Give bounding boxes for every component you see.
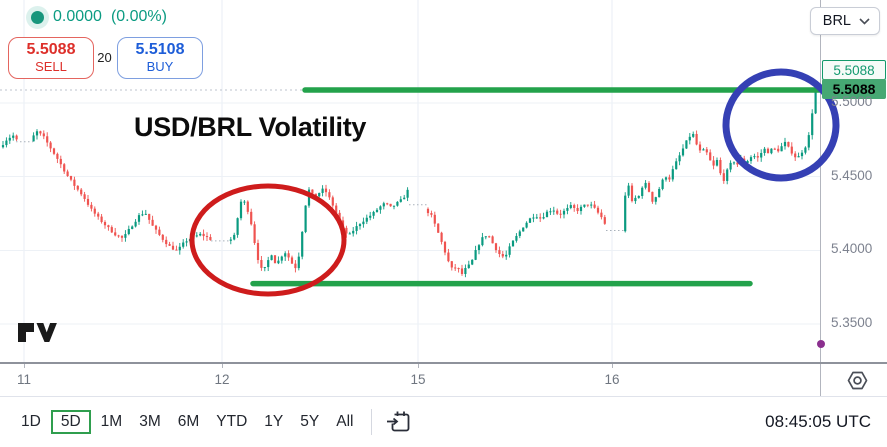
calendar-arrow-icon bbox=[387, 411, 410, 432]
time-tick-label: 12 bbox=[214, 372, 230, 387]
time-tick-label: 11 bbox=[16, 372, 31, 387]
buy-label: BUY bbox=[146, 58, 174, 74]
price-change-value: 0.0000 bbox=[53, 8, 102, 25]
range-toolbar: 1D 5D 1M 3M 6M YTD 1Y 5Y All 08:45:05 UTC bbox=[0, 397, 887, 447]
blue-ellipse-annotation bbox=[722, 68, 840, 182]
price-tick-label: 5.4000 bbox=[831, 241, 873, 257]
range-buttons: 1D 5D 1M 3M 6M YTD 1Y 5Y All bbox=[14, 410, 363, 434]
chevron-down-icon bbox=[859, 17, 870, 25]
range-button-1m[interactable]: 1M bbox=[94, 410, 130, 434]
range-button-1d[interactable]: 1D bbox=[14, 410, 48, 434]
time-tick-mark bbox=[24, 364, 25, 368]
chart-title-watermark: USD/BRL Volatility bbox=[134, 112, 367, 142]
sell-price: 5.5088 bbox=[26, 41, 76, 59]
buy-button[interactable]: 5.5108 BUY bbox=[117, 37, 203, 79]
last-price-tag: 5.5088 bbox=[822, 79, 886, 99]
go-to-date-button[interactable] bbox=[383, 407, 413, 437]
market-status: 0.0000 (0.00%) bbox=[31, 8, 167, 26]
tradingview-logo-icon bbox=[18, 323, 57, 342]
buy-price: 5.5108 bbox=[135, 41, 185, 59]
range-button-3m[interactable]: 3M bbox=[132, 410, 168, 434]
time-tick-mark bbox=[612, 364, 613, 368]
settings-nut-icon[interactable] bbox=[846, 369, 869, 397]
time-tick-mark bbox=[418, 364, 419, 368]
time-tick-label: 16 bbox=[604, 372, 620, 387]
time-tick-label: 15 bbox=[410, 372, 426, 387]
range-button-6m[interactable]: 6M bbox=[171, 410, 207, 434]
price-tick-label: 5.4500 bbox=[831, 167, 873, 183]
price-axis[interactable]: 5.5088 5.5088 5.5000 5.4500 5.4000 5.3500 bbox=[820, 0, 887, 363]
time-tick-mark bbox=[222, 364, 223, 368]
clock-utc[interactable]: 08:45:05 UTC bbox=[765, 412, 871, 431]
range-button-5y[interactable]: 5Y bbox=[293, 410, 326, 434]
range-button-ytd[interactable]: YTD bbox=[209, 410, 254, 434]
currency-dropdown-value: BRL bbox=[822, 13, 851, 29]
alert-price-tag: 5.5088 bbox=[822, 60, 886, 80]
market-open-dot-icon bbox=[31, 10, 44, 24]
axis-corner-divider bbox=[820, 364, 821, 396]
price-change-percent: (0.00%) bbox=[110, 8, 167, 25]
toolbar-divider bbox=[371, 409, 373, 435]
axis-separator bbox=[0, 362, 887, 364]
currency-dropdown[interactable]: BRL bbox=[809, 7, 880, 35]
grid-lines bbox=[0, 0, 820, 363]
price-chart-canvas[interactable] bbox=[0, 0, 887, 363]
time-axis[interactable]: 11 12 15 16 bbox=[0, 364, 887, 396]
sell-label: SELL bbox=[35, 58, 67, 74]
range-button-5d[interactable]: 5D bbox=[50, 410, 91, 434]
magenta-dot-marker bbox=[817, 340, 825, 348]
range-button-all[interactable]: All bbox=[329, 410, 360, 434]
candles-group bbox=[1, 89, 817, 278]
red-ellipse-annotation bbox=[189, 183, 347, 297]
toolbar-separator bbox=[0, 396, 887, 397]
range-button-1y[interactable]: 1Y bbox=[257, 410, 290, 434]
price-tick-label: 5.3500 bbox=[831, 315, 873, 331]
price-tick-label: 5.5000 bbox=[831, 94, 873, 109]
sell-button[interactable]: 5.5088 SELL bbox=[8, 37, 94, 79]
tradingview-logo[interactable] bbox=[17, 321, 59, 351]
spread-value: 20 bbox=[97, 50, 112, 65]
